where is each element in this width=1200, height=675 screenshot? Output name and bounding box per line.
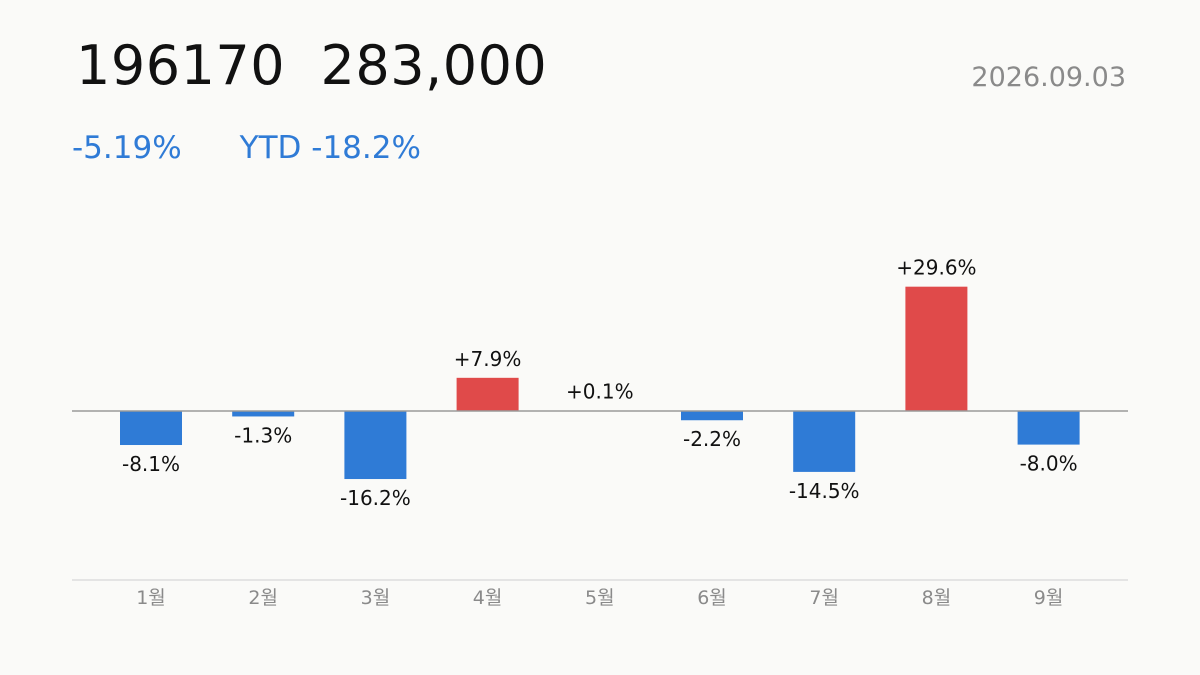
- stats-row: -5.19% YTD -18.2%: [72, 130, 479, 166]
- bar-label-2: -1.3%: [234, 423, 292, 447]
- bar-label-7: -14.5%: [789, 479, 860, 503]
- x-tick-label-4: 4월: [473, 587, 503, 609]
- bar-7: [793, 411, 856, 472]
- bar-1: [120, 411, 182, 446]
- chart-title: 196170 283,000: [76, 34, 547, 97]
- x-tick-label-8: 8월: [922, 587, 952, 609]
- date-label: 2026.09.03: [971, 62, 1126, 93]
- bar-2: [232, 411, 295, 417]
- x-tick-label-5: 5월: [585, 587, 615, 609]
- bar-label-5: +0.1%: [566, 380, 634, 404]
- bar-6: [681, 411, 743, 421]
- bar-label-3: -16.2%: [340, 486, 411, 510]
- bar-label-9: -8.0%: [1020, 452, 1078, 476]
- bar-4: [456, 377, 519, 411]
- bar-8: [905, 286, 968, 411]
- bar-label-8: +29.6%: [896, 256, 976, 280]
- bar-3: [344, 411, 407, 480]
- x-tick-label-1: 1월: [136, 587, 166, 609]
- daily-change: -5.19%: [72, 130, 182, 166]
- stock-price: 283,000: [320, 34, 548, 97]
- stock-code: 196170: [76, 34, 286, 97]
- x-tick-label-2: 2월: [248, 587, 278, 609]
- bar-label-1: -8.1%: [122, 452, 180, 476]
- ytd-change: YTD -18.2%: [239, 130, 421, 166]
- x-tick-label-6: 6월: [697, 587, 727, 609]
- bar-label-4: +7.9%: [454, 347, 522, 371]
- bar-label-6: -2.2%: [683, 427, 741, 451]
- x-tick-label-9: 9월: [1034, 587, 1064, 609]
- bar-9: [1017, 411, 1080, 445]
- x-tick-label-3: 3월: [361, 587, 391, 609]
- x-tick-label-7: 7월: [809, 587, 839, 609]
